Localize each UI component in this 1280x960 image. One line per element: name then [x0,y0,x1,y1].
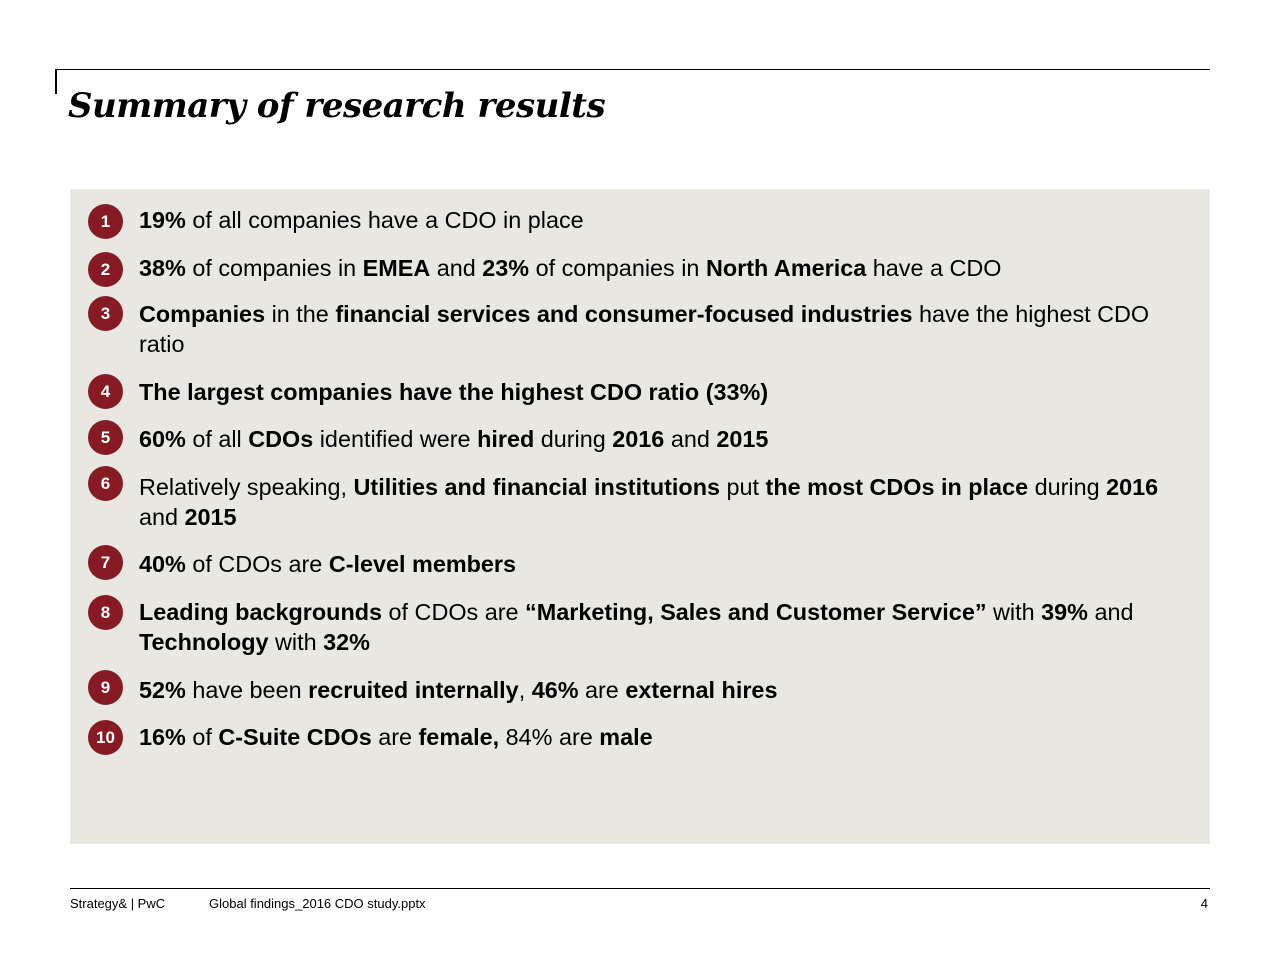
emphasis-text: 38% [139,255,186,281]
emphasis-text: 32% [323,629,370,655]
emphasis-text: 16% [139,724,186,750]
body-text: have been [185,677,309,703]
finding-text: Leading backgrounds of CDOs are “Marketi… [139,597,1179,657]
body-text: put [720,474,766,500]
findings-panel: 1 19% of all companies have a CDO in pla… [70,189,1210,844]
emphasis-text: EMEA [362,255,431,281]
emphasis-text: external hires [625,677,778,703]
footer-rule [70,888,1210,889]
body-text: of all [185,426,249,452]
emphasis-text: 2016 [1106,474,1159,500]
number-badge: 2 [88,252,123,287]
finding-text: 16% of C-Suite CDOs are female, 84% are … [139,722,1179,752]
emphasis-text: C-Suite CDOs [218,724,372,750]
emphasis-text: recruited internally [308,677,519,703]
body-text: are [578,677,626,703]
body-text: during [1028,474,1107,500]
footer-source: Strategy& | PwC [70,896,166,911]
number-badge: 9 [88,670,123,705]
body-text: are [371,724,419,750]
emphasis-text: North America [705,255,867,281]
body-text: 84% are [499,724,600,750]
body-text: of companies in [185,255,363,281]
emphasis-text: 2016 [612,426,665,452]
number-badge: 6 [88,466,123,501]
body-text: identified were [313,426,478,452]
number-badge: 8 [88,595,123,630]
body-text: of all companies have a CDO in place [185,207,584,233]
number-badge: 5 [88,420,123,455]
emphasis-text: hired [477,426,535,452]
emphasis-text: Technology [139,629,269,655]
body-text: , [518,677,532,703]
finding-text: 19% of all companies have a CDO in place [139,205,1179,235]
finding-text: 60% of all CDOs identified were hired du… [139,424,1179,454]
body-text: during [534,426,613,452]
emphasis-text: female, [418,724,500,750]
body-text: in the [265,301,336,327]
number-badge: 10 [88,720,123,755]
body-text: with [268,629,324,655]
emphasis-text: 23% [482,255,530,281]
page-title: Summary of research results [68,86,606,126]
finding-text: Companies in the financial services and … [139,299,1179,359]
finding-text: Relatively speaking, Utilities and finan… [139,472,1179,532]
body-text: with [986,599,1042,625]
finding-text: 38% of companies in EMEA and 23% of comp… [139,253,1179,283]
body-text: of companies in [529,255,706,281]
emphasis-text: The largest companies have the highest C… [139,379,769,405]
body-text: and [430,255,483,281]
body-text: of [185,724,219,750]
body-text: and [1087,599,1134,625]
body-text: Relatively speaking, [139,474,354,500]
number-badge: 4 [88,374,123,409]
body-text: have a CDO [866,255,1002,281]
emphasis-text: 52% [139,677,186,703]
emphasis-text: the most CDOs in place [765,474,1029,500]
emphasis-text: “Marketing, Sales and Customer Service” [525,599,987,625]
emphasis-text: Utilities and financial institutions [353,474,721,500]
emphasis-text: 60% [139,426,186,452]
number-badge: 7 [88,545,123,580]
number-badge: 1 [88,204,123,239]
finding-text: 52% have been recruited internally, 46% … [139,675,1179,705]
emphasis-text: 19% [139,207,186,233]
emphasis-text: male [599,724,653,750]
emphasis-text: Leading backgrounds [139,599,383,625]
number-badge: 3 [88,296,123,331]
emphasis-text: 2015 [184,504,237,530]
page-number: 4 [1200,896,1208,911]
emphasis-text: Companies [139,301,266,327]
footer-filename: Global findings_2016 CDO study.pptx [209,896,426,911]
emphasis-text: 40% [139,551,186,577]
emphasis-text: C-level members [328,551,517,577]
top-rule [55,69,1210,70]
body-text: of CDOs are [382,599,526,625]
top-corner-tick [55,69,57,94]
body-text: of CDOs are [185,551,329,577]
body-text: and [664,426,717,452]
body-text: and [139,504,185,530]
emphasis-text: CDOs [248,426,314,452]
emphasis-text: 39% [1041,599,1088,625]
emphasis-text: 46% [531,677,579,703]
finding-text: The largest companies have the highest C… [139,377,1179,407]
emphasis-text: 2015 [716,426,769,452]
finding-text: 40% of CDOs are C-level members [139,549,1179,579]
emphasis-text: financial services and consumer-focused … [335,301,913,327]
body-text: have the highest CDO ratio [139,301,1150,357]
